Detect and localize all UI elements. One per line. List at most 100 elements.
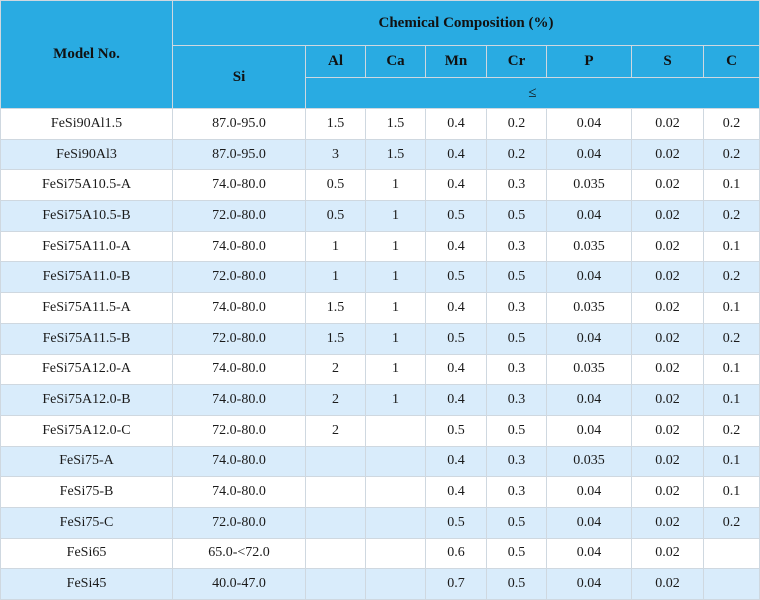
s-cell: 0.02 bbox=[631, 537, 704, 570]
mn-cell: 0.7 bbox=[425, 568, 487, 600]
al-cell: 0.5 bbox=[305, 169, 366, 202]
al-cell bbox=[305, 445, 366, 478]
p-cell: 0.04 bbox=[546, 537, 632, 570]
mn-cell: 0.5 bbox=[425, 200, 487, 232]
mn-cell: 0.4 bbox=[425, 230, 487, 263]
s-cell: 0.02 bbox=[631, 200, 704, 232]
table-row: FeSi75A11.5-B 72.0-80.0 1.5 1 0.5 0.5 0.04 0.02… bbox=[0, 322, 760, 355]
mn-cell: 0.4 bbox=[425, 353, 487, 386]
cr-cell: 0.2 bbox=[486, 108, 547, 140]
al-cell bbox=[305, 506, 366, 539]
c-cell: 0.2 bbox=[703, 200, 760, 232]
ca-cell: 1 bbox=[365, 353, 426, 386]
al-cell: 1.5 bbox=[305, 108, 366, 140]
s-cell: 0.02 bbox=[631, 292, 704, 324]
cr-cell: 0.5 bbox=[486, 506, 547, 539]
mn-header: Mn bbox=[425, 45, 487, 78]
cr-cell: 0.5 bbox=[486, 200, 547, 232]
model-cell: FeSi75A12.0-B bbox=[0, 384, 173, 416]
p-cell: 0.04 bbox=[546, 506, 632, 539]
s-cell: 0.02 bbox=[631, 353, 704, 386]
p-header: P bbox=[546, 45, 632, 78]
s-cell: 0.02 bbox=[631, 414, 704, 447]
si-cell: 74.0-80.0 bbox=[172, 169, 306, 202]
s-cell: 0.02 bbox=[631, 506, 704, 539]
p-cell: 0.04 bbox=[546, 261, 632, 294]
max-indicator: ≤ bbox=[305, 77, 760, 109]
c-cell: 0.1 bbox=[703, 230, 760, 263]
model-cell: FeSi75A12.0-C bbox=[0, 414, 173, 447]
table-header: Model No. Chemical Composition (%) Si Al… bbox=[0, 0, 760, 109]
table-row: FeSi75A12.0-A 74.0-80.0 2 1 0.4 0.3 0.035 0.02 0… bbox=[0, 353, 760, 386]
table-row: FeSi75-B 74.0-80.0 0.4 0.3 0.04 0.02 0.1 bbox=[0, 476, 760, 508]
c-cell bbox=[703, 537, 760, 570]
s-cell: 0.02 bbox=[631, 322, 704, 355]
al-cell: 1.5 bbox=[305, 322, 366, 355]
table-row: FeSi75-A 74.0-80.0 0.4 0.3 0.035 0.02 0.1 bbox=[0, 445, 760, 478]
si-cell: 72.0-80.0 bbox=[172, 414, 306, 447]
ca-cell bbox=[365, 537, 426, 570]
s-cell: 0.02 bbox=[631, 384, 704, 416]
ca-cell bbox=[365, 445, 426, 478]
c-cell: 0.2 bbox=[703, 322, 760, 355]
si-cell: 74.0-80.0 bbox=[172, 445, 306, 478]
p-cell: 0.04 bbox=[546, 108, 632, 140]
table-row: FeSi90Al3 87.0-95.0 3 1.5 0.4 0.2 0.04 0.02 0.2 bbox=[0, 138, 760, 171]
table-row: FeSi75A10.5-B 72.0-80.0 0.5 1 0.5 0.5 0.04 0.02… bbox=[0, 200, 760, 232]
model-cell: FeSi65 bbox=[0, 537, 173, 570]
mn-cell: 0.4 bbox=[425, 445, 487, 478]
ca-cell: 1 bbox=[365, 261, 426, 294]
si-cell: 74.0-80.0 bbox=[172, 292, 306, 324]
model-cell: FeSi75A11.0-B bbox=[0, 261, 173, 294]
al-cell bbox=[305, 476, 366, 508]
s-cell: 0.02 bbox=[631, 568, 704, 600]
si-cell: 74.0-80.0 bbox=[172, 476, 306, 508]
si-cell: 87.0-95.0 bbox=[172, 108, 306, 140]
p-cell: 0.035 bbox=[546, 169, 632, 202]
s-cell: 0.02 bbox=[631, 108, 704, 140]
table-row: FeSi75A11.5-A 74.0-80.0 1.5 1 0.4 0.3 0.035 0.0… bbox=[0, 292, 760, 324]
table-row: FeSi75A11.0-B 72.0-80.0 1 1 0.5 0.5 0.04 0.02 0.… bbox=[0, 261, 760, 294]
model-cell: FeSi45 bbox=[0, 568, 173, 600]
mn-cell: 0.4 bbox=[425, 384, 487, 416]
cr-cell: 0.5 bbox=[486, 568, 547, 600]
si-cell: 72.0-80.0 bbox=[172, 261, 306, 294]
composition-header: Chemical Composition (%) bbox=[172, 0, 760, 46]
c-cell: 0.2 bbox=[703, 506, 760, 539]
al-cell: 2 bbox=[305, 353, 366, 386]
al-cell: 3 bbox=[305, 138, 366, 171]
al-cell: 1 bbox=[305, 230, 366, 263]
cr-cell: 0.3 bbox=[486, 292, 547, 324]
p-cell: 0.04 bbox=[546, 568, 632, 600]
al-cell: 1.5 bbox=[305, 292, 366, 324]
ca-cell: 1.5 bbox=[365, 108, 426, 140]
model-cell: FeSi75A11.5-A bbox=[0, 292, 173, 324]
c-cell: 0.1 bbox=[703, 292, 760, 324]
al-cell: 1 bbox=[305, 261, 366, 294]
table-row: FeSi75A12.0-C 72.0-80.0 2 0.5 0.5 0.04 0.02 0.2 bbox=[0, 414, 760, 447]
si-cell: 74.0-80.0 bbox=[172, 353, 306, 386]
s-cell: 0.02 bbox=[631, 476, 704, 508]
s-cell: 0.02 bbox=[631, 230, 704, 263]
table-row: FeSi90Al1.5 87.0-95.0 1.5 1.5 0.4 0.2 0.04 0.02… bbox=[0, 108, 760, 140]
c-cell: 0.2 bbox=[703, 261, 760, 294]
c-cell: 0.1 bbox=[703, 169, 760, 202]
c-cell bbox=[703, 568, 760, 600]
cr-cell: 0.5 bbox=[486, 414, 547, 447]
si-cell: 72.0-80.0 bbox=[172, 506, 306, 539]
mn-cell: 0.4 bbox=[425, 292, 487, 324]
c-cell: 0.1 bbox=[703, 353, 760, 386]
ca-cell bbox=[365, 476, 426, 508]
ca-cell bbox=[365, 568, 426, 600]
c-cell: 0.2 bbox=[703, 138, 760, 171]
c-header: C bbox=[703, 45, 760, 78]
ca-header: Ca bbox=[365, 45, 426, 78]
si-header: Si bbox=[172, 45, 306, 109]
cr-cell: 0.3 bbox=[486, 230, 547, 263]
si-cell: 74.0-80.0 bbox=[172, 230, 306, 263]
model-cell: FeSi75A10.5-B bbox=[0, 200, 173, 232]
model-cell: FeSi75A12.0-A bbox=[0, 353, 173, 386]
c-cell: 0.1 bbox=[703, 445, 760, 478]
al-cell: 2 bbox=[305, 384, 366, 416]
